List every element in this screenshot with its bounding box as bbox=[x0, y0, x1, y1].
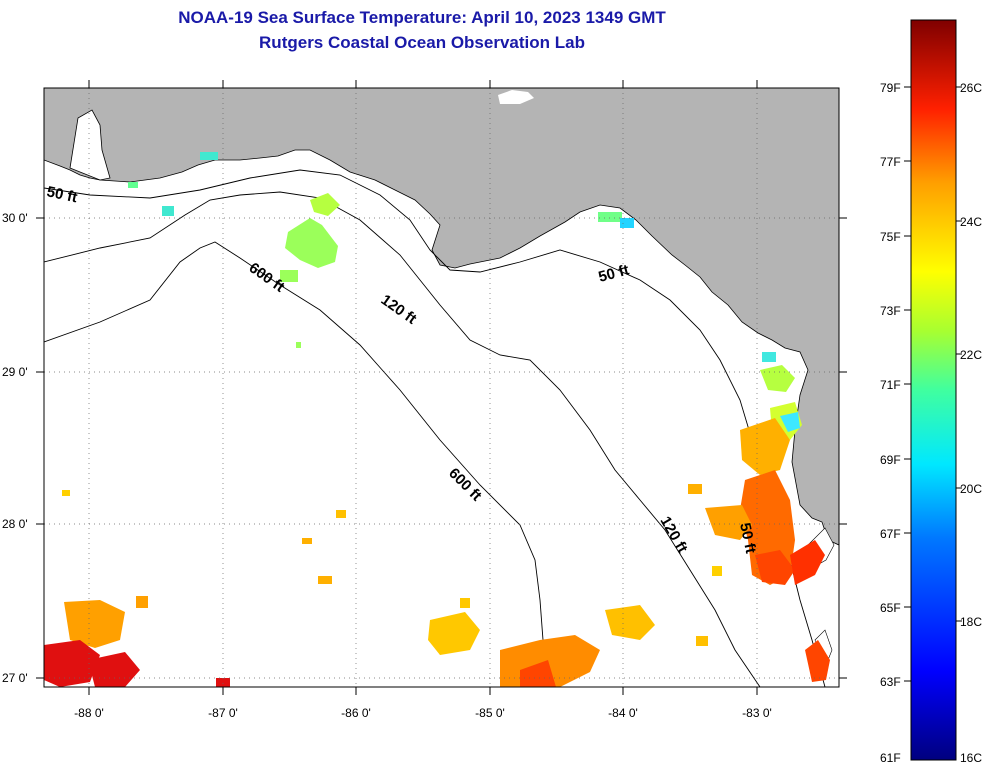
fahrenheit-label: 67F bbox=[880, 527, 901, 541]
latitude-label: 28 0' bbox=[2, 517, 28, 531]
celsius-label: 22C bbox=[960, 348, 982, 362]
celsius-label: 26C bbox=[960, 81, 982, 95]
fahrenheit-label: 79F bbox=[880, 81, 901, 95]
celsius-label: 18C bbox=[960, 615, 982, 629]
celsius-label: 20C bbox=[960, 482, 982, 496]
longitude-label: -88 0' bbox=[74, 706, 104, 720]
map-subtitle: Rutgers Coastal Ocean Observation Lab bbox=[259, 33, 585, 52]
sst-cool-patches bbox=[128, 152, 802, 440]
celsius-label: 24C bbox=[960, 215, 982, 229]
celsius-label: 16C bbox=[960, 751, 982, 765]
latitude-label: 29 0' bbox=[2, 365, 28, 379]
map-frame bbox=[43, 87, 840, 688]
fahrenheit-label: 73F bbox=[880, 304, 901, 318]
inland-water bbox=[498, 90, 534, 104]
color-scale-bar bbox=[910, 19, 957, 761]
latitude-label: 30 0' bbox=[2, 211, 28, 225]
contour-label-50ft: 50 ft bbox=[45, 183, 79, 206]
fahrenheit-label: 69F bbox=[880, 453, 901, 467]
tick-marks bbox=[36, 80, 847, 695]
longitude-label: -87 0' bbox=[208, 706, 238, 720]
fahrenheit-label: 77F bbox=[880, 155, 901, 169]
contour-120ft bbox=[44, 191, 761, 687]
longitude-label: -85 0' bbox=[475, 706, 505, 720]
sst-warm-south bbox=[44, 490, 708, 687]
fahrenheit-ticks bbox=[904, 86, 911, 682]
sst-warm-coastal bbox=[688, 418, 830, 682]
fahrenheit-label: 65F bbox=[880, 601, 901, 615]
longitude-label: -86 0' bbox=[341, 706, 371, 720]
celsius-ticks bbox=[956, 86, 962, 622]
fahrenheit-label: 61F bbox=[880, 751, 901, 765]
contour-label-50ft: 50 ft bbox=[736, 521, 759, 555]
fahrenheit-label: 71F bbox=[880, 378, 901, 392]
map-title: NOAA-19 Sea Surface Temperature: April 1… bbox=[178, 8, 666, 27]
latitude-label: 27 0' bbox=[2, 671, 28, 685]
contour-600ft bbox=[44, 241, 547, 687]
fahrenheit-label: 75F bbox=[880, 230, 901, 244]
longitude-label: -83 0' bbox=[742, 706, 772, 720]
fahrenheit-label: 63F bbox=[880, 675, 901, 689]
longitude-label: -84 0' bbox=[608, 706, 638, 720]
mobile-bay bbox=[69, 109, 111, 181]
land-mass bbox=[44, 88, 839, 546]
